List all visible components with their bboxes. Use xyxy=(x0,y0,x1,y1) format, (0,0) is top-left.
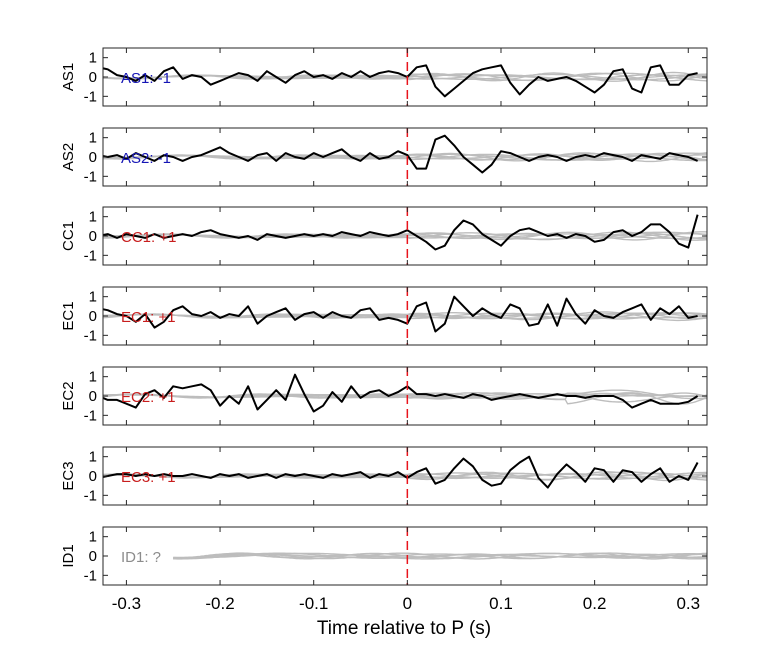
y-tick-label: 1 xyxy=(89,130,97,147)
main-trace xyxy=(103,134,698,174)
y-tick-label: 1 xyxy=(89,50,97,67)
panel-traces xyxy=(103,455,707,489)
panel-ylabel: ID1 xyxy=(60,544,77,567)
panel-as2: 1 0 -1 AS2 AS2: -1 xyxy=(60,127,708,187)
main-trace xyxy=(103,214,699,251)
y-tick-label: 1 xyxy=(89,289,97,306)
main-trace xyxy=(103,295,698,333)
gray-traces xyxy=(103,152,707,163)
y-tick-label: -1 xyxy=(84,168,97,185)
panel-ec3: 1 0 -1 EC3 EC3: +1 xyxy=(60,446,708,506)
y-tick-label: -1 xyxy=(84,247,97,264)
y-tick-label: -1 xyxy=(84,487,97,504)
y-tick-label: 0 xyxy=(89,308,97,325)
panel-ylabel: AS1 xyxy=(60,63,77,91)
panel-annotation: CC1: +1 xyxy=(121,229,176,246)
panel-traces xyxy=(103,295,707,333)
panel-cc1: 1 0 -1 CC1 CC1: +1 xyxy=(60,206,708,266)
x-tick-label: 0.2 xyxy=(583,594,607,613)
y-tick-label: 1 xyxy=(89,369,97,386)
x-tick-label: -0.1 xyxy=(299,594,328,613)
main-trace xyxy=(103,455,699,489)
panel-annotation: EC2: +1 xyxy=(121,389,176,406)
panel-traces xyxy=(103,214,707,251)
y-tick-label: 0 xyxy=(89,149,97,166)
y-tick-label: -1 xyxy=(84,88,97,105)
panel-traces xyxy=(103,373,707,413)
x-axis: -0.3 -0.2 -0.1 0 0.1 0.2 0.3 xyxy=(112,594,700,613)
panels: 1 0 -1 AS1 AS1: -1 1 0 -1 AS2 AS2: -1 1 0 -1 CC1 CC1: … xyxy=(60,47,708,586)
panel-ylabel: EC2 xyxy=(60,381,77,410)
panel-ylabel: CC1 xyxy=(60,221,77,251)
y-tick-label: 0 xyxy=(89,468,97,485)
panel-annotation: ID1: ? xyxy=(121,549,161,566)
gray-trace xyxy=(173,552,707,560)
main-trace xyxy=(103,373,699,413)
panel-ec2: 1 0 -1 EC2 EC2: +1 xyxy=(60,366,708,426)
panel-annotation: AS1: -1 xyxy=(121,70,171,87)
y-tick-label: 1 xyxy=(89,209,97,226)
panel-traces xyxy=(103,134,707,174)
main-trace xyxy=(103,64,698,98)
x-tick-label: -0.2 xyxy=(205,594,234,613)
y-tick-label: 0 xyxy=(89,548,97,565)
panel-traces xyxy=(103,64,707,98)
x-tick-label: 0.1 xyxy=(489,594,513,613)
y-tick-label: 0 xyxy=(89,228,97,245)
y-tick-label: -1 xyxy=(84,327,97,344)
panel-as1: 1 0 -1 AS1 AS1: -1 xyxy=(60,47,708,107)
y-tick-label: 1 xyxy=(89,529,97,546)
gray-traces xyxy=(103,231,707,241)
gray-traces xyxy=(173,552,707,560)
x-tick-label: 0 xyxy=(403,594,412,613)
y-tick-label: 0 xyxy=(89,388,97,405)
x-tick-label: 0.3 xyxy=(676,594,700,613)
y-tick-label: 0 xyxy=(89,69,97,86)
panel-ylabel: EC3 xyxy=(60,461,77,490)
y-tick-label: -1 xyxy=(84,407,97,424)
panel-traces xyxy=(173,552,707,560)
y-tick-label: -1 xyxy=(84,567,97,584)
panel-ec1: 1 0 -1 EC1 EC1: +1 xyxy=(60,286,708,346)
panel-annotation: AS2: -1 xyxy=(121,150,171,167)
panel-ylabel: EC1 xyxy=(60,301,77,330)
panel-annotation: EC3: +1 xyxy=(121,469,176,486)
gray-trace xyxy=(103,152,707,161)
panel-id1: 1 0 -1 ID1 ID1: ? xyxy=(60,526,708,586)
panel-annotation: EC1: +1 xyxy=(121,309,176,326)
x-tick-label: -0.3 xyxy=(112,594,141,613)
x-axis-label: Time relative to P (s) xyxy=(317,618,491,639)
panel-ylabel: AS2 xyxy=(60,143,77,171)
y-tick-label: 1 xyxy=(89,449,97,466)
